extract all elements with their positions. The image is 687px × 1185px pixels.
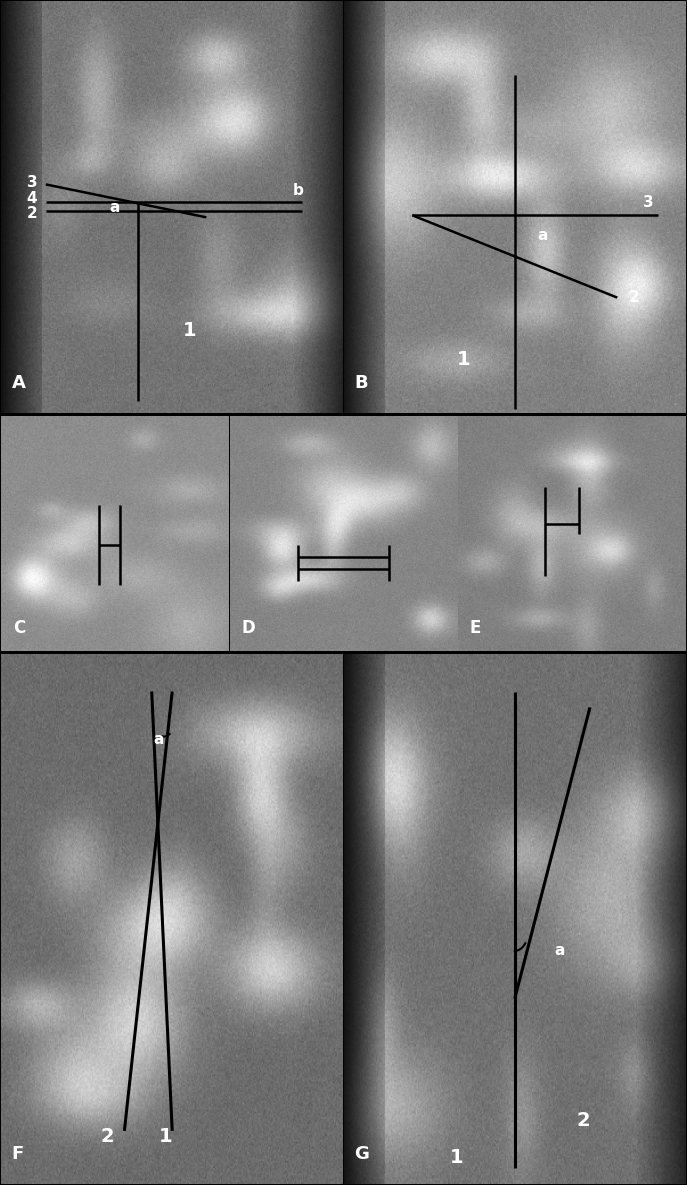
Text: 2: 2 (100, 1127, 114, 1146)
Text: 2: 2 (629, 290, 640, 305)
Text: 2: 2 (576, 1110, 590, 1129)
Text: G: G (354, 1145, 369, 1162)
Text: 1: 1 (159, 1127, 172, 1146)
Text: 2: 2 (27, 206, 38, 220)
Text: 4: 4 (27, 191, 37, 206)
Text: b: b (293, 182, 304, 198)
Text: B: B (354, 374, 368, 392)
Text: A: A (12, 374, 25, 392)
Text: a: a (554, 943, 565, 959)
Text: 1: 1 (457, 350, 471, 369)
Text: 1: 1 (450, 1148, 464, 1167)
Text: D: D (241, 620, 255, 638)
Text: 3: 3 (643, 196, 653, 211)
Text: a: a (537, 229, 548, 243)
Text: a: a (153, 731, 164, 747)
Text: 3: 3 (27, 175, 37, 190)
Text: 1: 1 (183, 321, 196, 340)
Text: F: F (12, 1145, 24, 1162)
Text: E: E (469, 620, 481, 638)
Text: a: a (109, 199, 120, 214)
Text: C: C (13, 620, 25, 638)
